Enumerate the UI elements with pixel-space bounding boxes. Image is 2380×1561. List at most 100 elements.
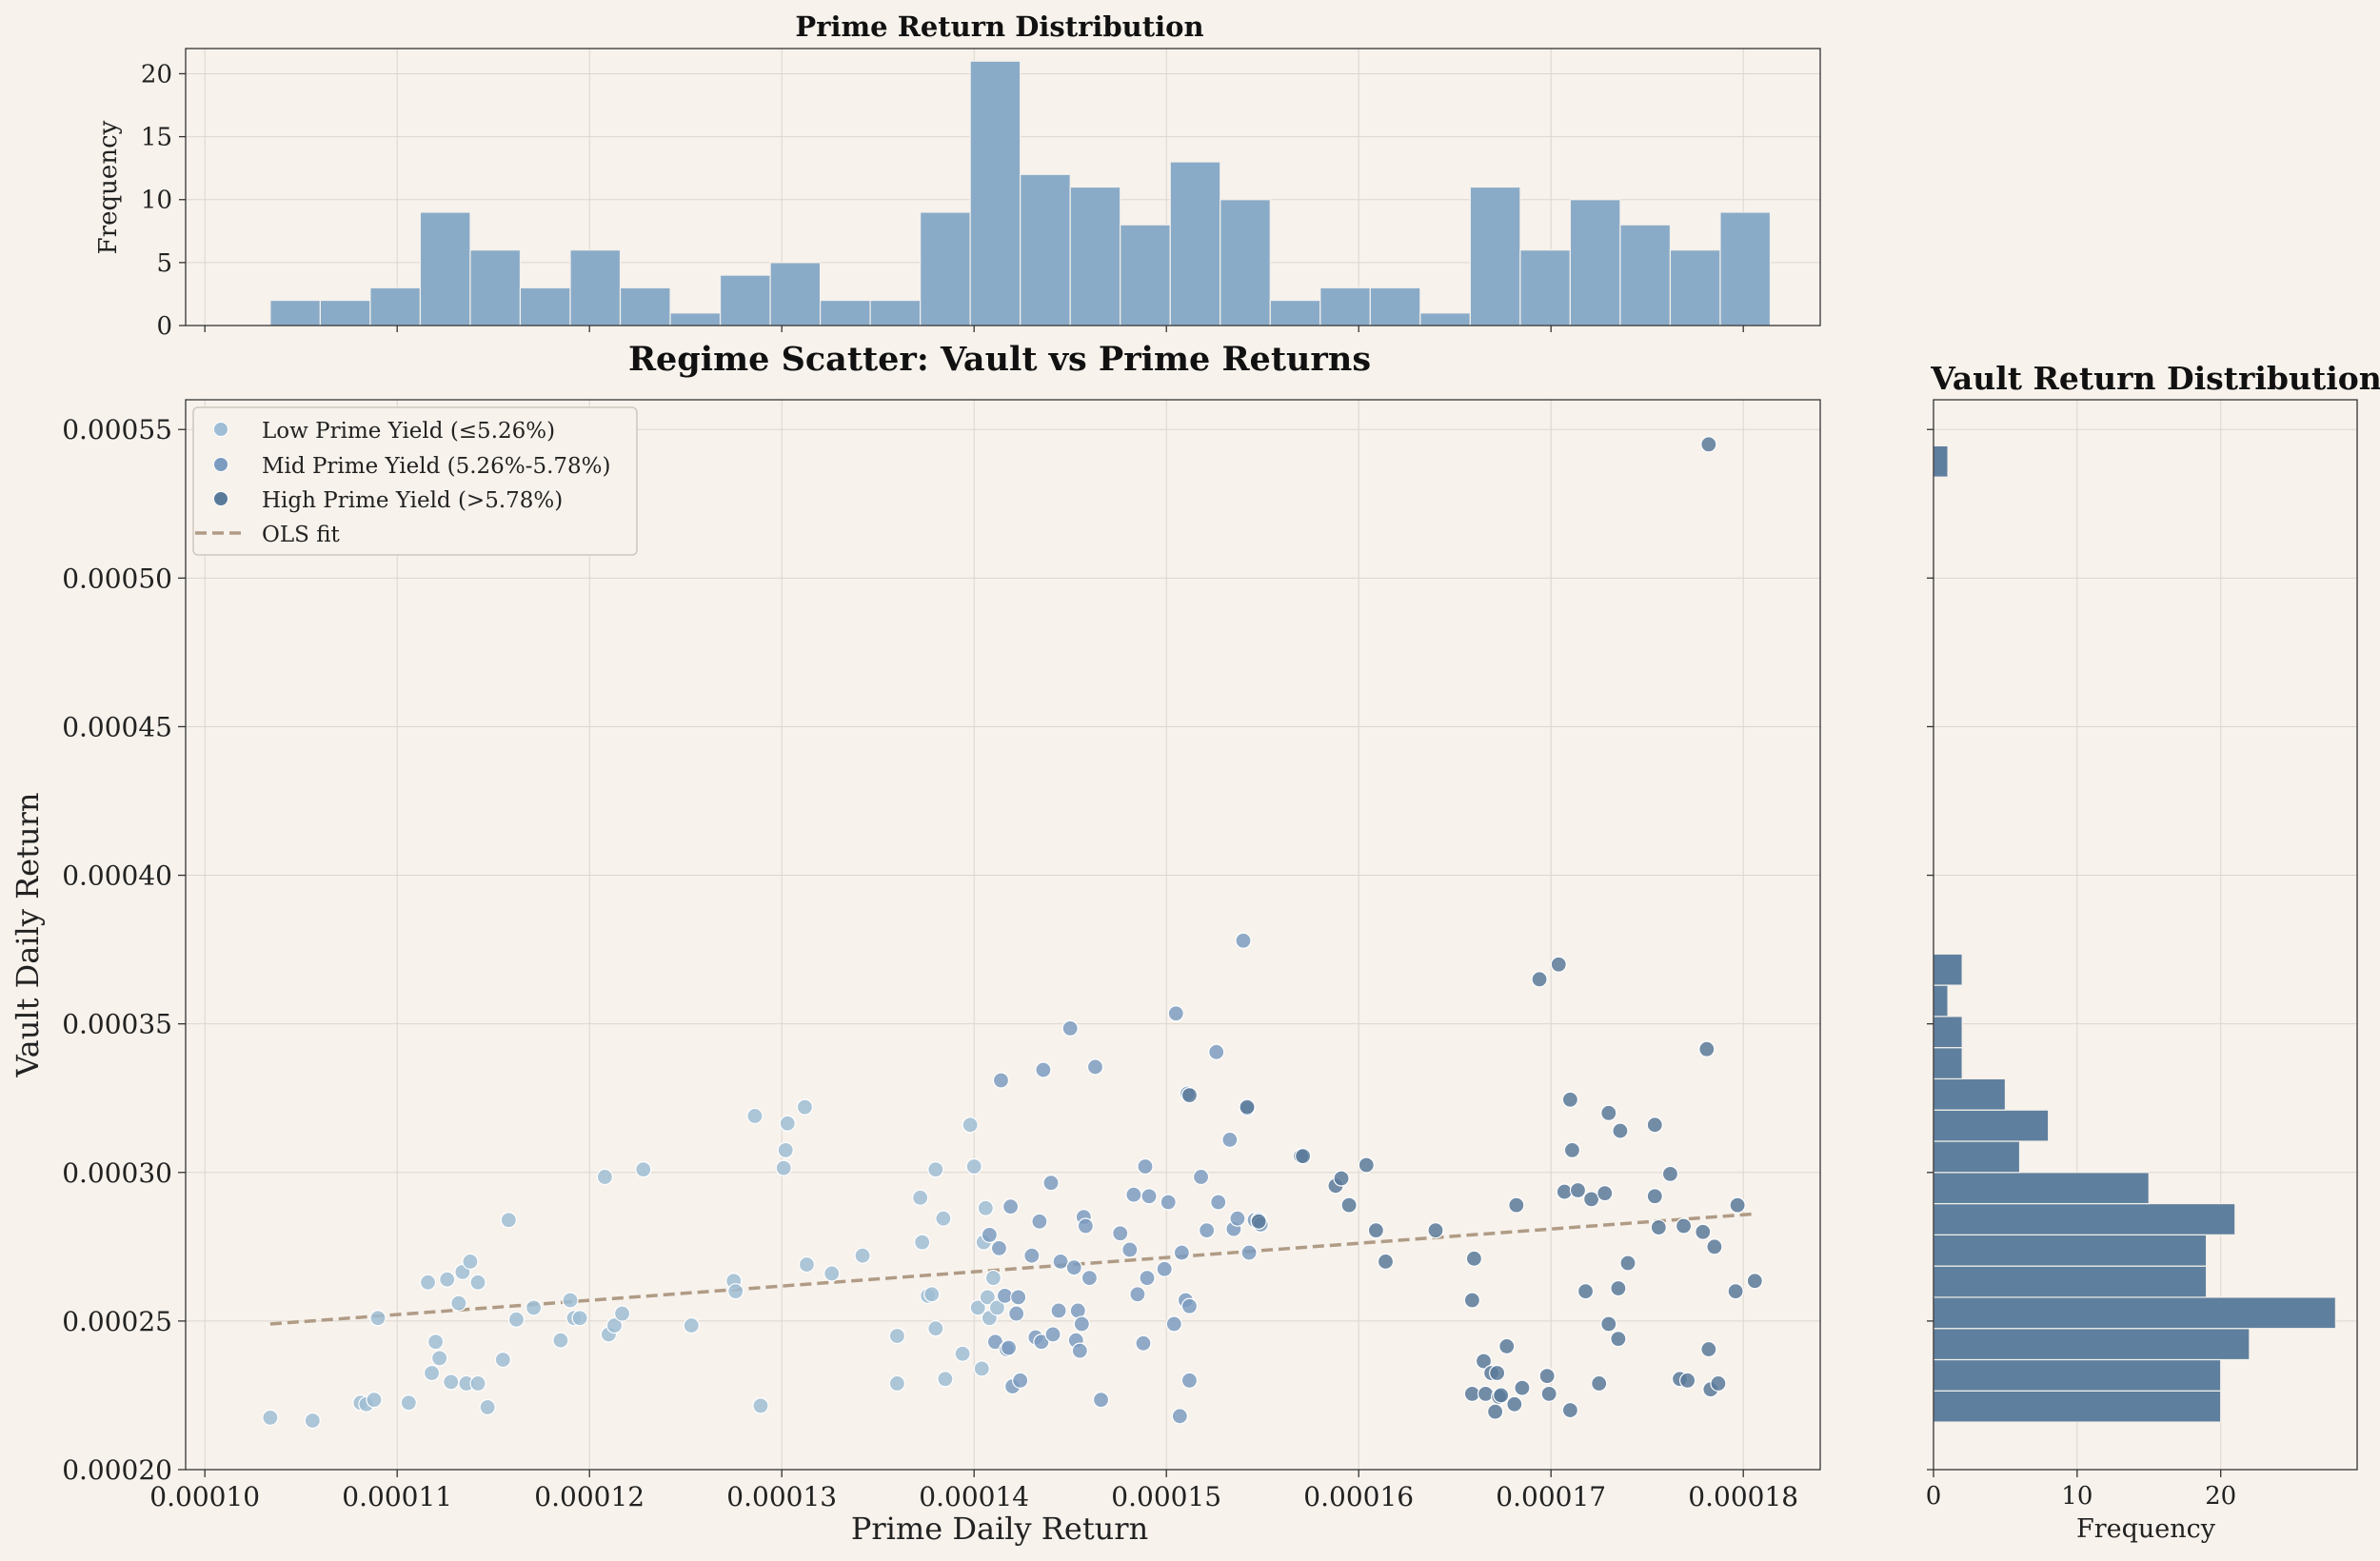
vault-hist-bar-3: [1933, 1296, 2336, 1330]
vault-hist-bar-15: [1933, 445, 1949, 478]
point-low-1: [304, 1412, 321, 1430]
point-mid-1: [986, 1334, 1004, 1351]
vault-histogram-ticks: 0 10 20: [1926, 428, 2236, 1511]
point-high-41: [1610, 1331, 1627, 1348]
point-high-58: [1710, 1374, 1727, 1393]
prime-hist-bar-3: [419, 211, 471, 326]
legend-label-mid: Mid Prime Yield (5.26%-5.78%): [262, 454, 610, 479]
point-high-1: [1239, 1098, 1256, 1116]
prime-hist-bar-14: [969, 60, 1021, 326]
point-low-35: [727, 1283, 744, 1300]
point-low-40: [779, 1115, 796, 1132]
point-high-37: [1591, 1374, 1608, 1393]
vault-hist-bar-4: [1933, 1265, 2208, 1298]
point-high-21: [1493, 1387, 1510, 1404]
point-mid-30: [1086, 1058, 1104, 1076]
point-low-23: [526, 1299, 543, 1316]
prime-hist-bar-10: [769, 262, 822, 326]
regime-scatter-panel: 0.00010 0.00011 0.00012 0.00013 0.00014 0.000…: [10, 340, 1821, 1547]
point-high-35: [1577, 1283, 1595, 1300]
point-mid-19: [1050, 1302, 1067, 1319]
point-mid-37: [1137, 1157, 1154, 1176]
point-mid-40: [1156, 1260, 1173, 1277]
prime-hist-bar-28: [1669, 249, 1721, 326]
vault-hist-bar-9: [1933, 1109, 2050, 1142]
scatter-ylabel: Vault Daily Return: [10, 793, 46, 1078]
point-low-0: [262, 1409, 279, 1426]
scatter-ytick-label-4: 0.00040: [62, 860, 172, 892]
point-low-31: [613, 1305, 631, 1322]
point-mid-4: [996, 1287, 1014, 1304]
legend-label-ols: OLS fit: [262, 523, 341, 547]
point-low-16: [462, 1253, 479, 1271]
point-low-19: [479, 1398, 496, 1416]
point-mid-42: [1165, 1315, 1182, 1333]
point-low-51: [927, 1320, 944, 1337]
point-low-45: [888, 1374, 906, 1393]
point-low-55: [954, 1345, 971, 1362]
point-low-47: [912, 1189, 929, 1206]
point-low-5: [369, 1310, 387, 1327]
scatter-ticks: 0.00010 0.00011 0.00012 0.00013 0.00014 0.000…: [62, 414, 1798, 1512]
prime-histogram-panel: 0 5 10 15 20 Prime Return Distribution Frequ…: [94, 10, 1821, 341]
prime-hist-bar-26: [1569, 199, 1621, 326]
point-high-6: [1333, 1170, 1350, 1187]
point-high-10: [1377, 1253, 1395, 1271]
vault-hist-bar-1: [1933, 1358, 2222, 1392]
scatter-border: [185, 399, 1821, 1471]
point-high-55: [1700, 1340, 1717, 1358]
scatter-xtick-label-3: 0.00013: [726, 1481, 837, 1512]
point-mid-28: [1077, 1217, 1094, 1235]
point-mid-54: [1221, 1131, 1239, 1149]
prime-hist-bar-20: [1269, 299, 1321, 326]
point-low-53: [935, 1210, 952, 1227]
point-low-65: [988, 1299, 1006, 1316]
point-low-18: [469, 1374, 486, 1393]
point-high-19: [1489, 1364, 1506, 1382]
point-mid-36: [1135, 1334, 1152, 1352]
point-low-54: [937, 1371, 954, 1388]
scatter-xtick-label-7: 0.00017: [1496, 1481, 1606, 1512]
point-low-42: [798, 1255, 816, 1274]
prime-hist-bar-7: [619, 287, 671, 326]
prime-histogram-bars: [269, 60, 1772, 326]
point-high-2: [1250, 1213, 1267, 1230]
prime-histogram-ticks: 0 5 10 15 20: [141, 60, 1744, 341]
scatter-ytick-label-1: 0.00025: [62, 1306, 172, 1337]
prime-hist-bar-23: [1419, 312, 1471, 326]
legend-label-high: High Prime Yield (>5.78%): [262, 488, 563, 513]
point-high-9: [1367, 1222, 1384, 1239]
point-mid-16: [1035, 1061, 1052, 1078]
prime-hist-bar-1: [319, 299, 371, 326]
vault-hist-bar-6: [1933, 1202, 2236, 1235]
scatter-ytick-label-2: 0.00030: [62, 1157, 172, 1189]
point-mid-25: [1071, 1342, 1088, 1359]
point-mid-51: [1199, 1222, 1216, 1239]
point-low-37: [752, 1397, 769, 1414]
point-mid-56: [1229, 1210, 1246, 1227]
point-mid-34: [1125, 1186, 1142, 1203]
point-mid-44: [1171, 1408, 1188, 1425]
vault-histogram-panel: 0 10 20 Vault Return Distribution Frequenc…: [1926, 360, 2380, 1544]
prime-hist-bar-16: [1069, 186, 1121, 326]
point-low-33: [683, 1316, 700, 1334]
point-low-61: [977, 1199, 994, 1216]
ols-fit-line: [269, 1212, 1754, 1326]
point-high-26: [1531, 971, 1548, 988]
prime-hist-bar-21: [1319, 287, 1371, 326]
scatter-xtick-label-1: 0.00011: [342, 1481, 452, 1512]
prime-hist-bar-15: [1020, 173, 1071, 326]
point-low-27: [571, 1310, 588, 1327]
scatter-ytick-label-5: 0.00045: [62, 711, 172, 742]
scatter-xtick-label-8: 0.00018: [1688, 1481, 1798, 1512]
prime-histogram-title: Prime Return Distribution: [795, 10, 1203, 43]
prime-hist-bar-12: [869, 299, 922, 326]
scatter-xtick-label-5: 0.00015: [1111, 1481, 1221, 1512]
point-high-24: [1508, 1196, 1525, 1214]
vault-histogram-bars: [1933, 445, 2336, 1423]
point-low-8: [423, 1364, 441, 1382]
prime-hist-bar-13: [920, 211, 971, 326]
point-mid-11: [1012, 1372, 1029, 1389]
vault-hist-xtick-label-0: 0: [1926, 1482, 1942, 1511]
